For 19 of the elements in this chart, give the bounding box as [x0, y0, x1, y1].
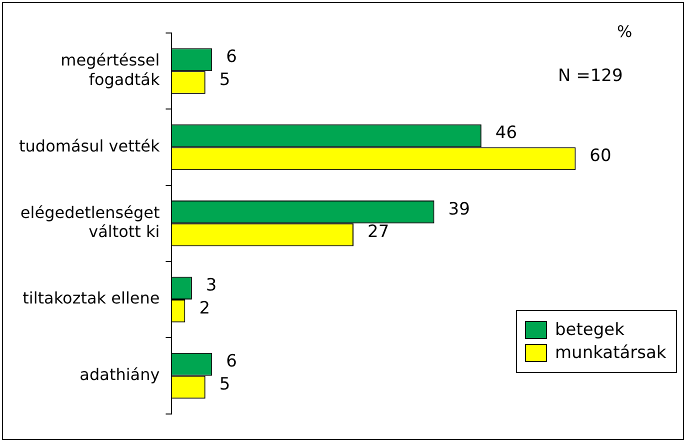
- data-label: 39: [448, 199, 470, 220]
- y-tick-label: elégedetlenséget váltott ki: [20, 202, 160, 242]
- data-label: 3: [206, 276, 217, 296]
- data-label: 60: [590, 146, 612, 166]
- y-tick-label: adathiány: [80, 364, 160, 384]
- data-label: 5: [219, 70, 230, 90]
- annotation: N =129: [558, 66, 623, 86]
- data-label: 6: [226, 352, 237, 372]
- legend-label: munkatársak: [555, 343, 666, 363]
- legend-label: betegek: [555, 320, 624, 340]
- data-label: 46: [495, 123, 518, 144]
- text: %: [617, 22, 632, 41]
- data-label: 27: [368, 222, 390, 242]
- y-tick-label: megértéssel fogadták: [60, 50, 160, 89]
- data-label: 2: [199, 298, 210, 318]
- y-tick-label: tiltakoztak ellene: [22, 288, 160, 308]
- y-tick-label: tudomásul vették: [18, 136, 160, 156]
- data-label: 6: [226, 47, 237, 68]
- data-label: 5: [219, 374, 230, 395]
